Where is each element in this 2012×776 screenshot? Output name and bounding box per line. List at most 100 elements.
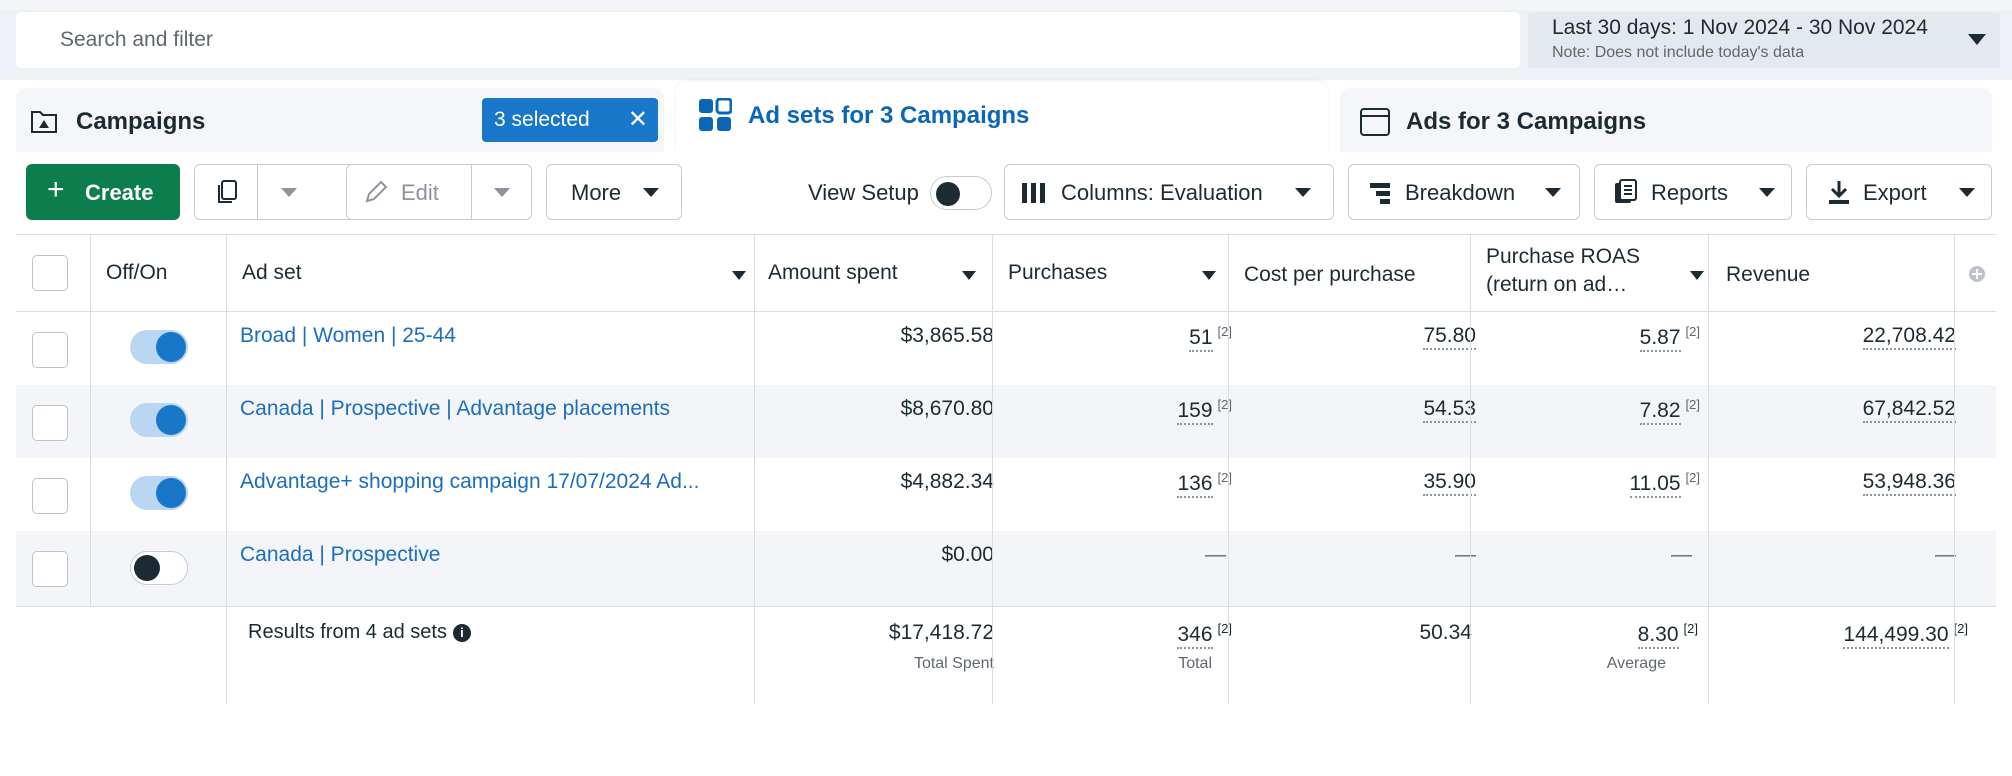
tab-adsets[interactable]: Ad sets for 3 Campaigns (676, 82, 1328, 152)
adsets-table: Off/On Ad set Amount spent Purchases Cos… (16, 234, 1996, 704)
cost-per-purchase[interactable]: 54.53 (1236, 397, 1476, 423)
purchases-value[interactable]: 159 [2] (1016, 397, 1232, 425)
create-button[interactable]: + Create (26, 164, 180, 220)
purchase-roas[interactable]: 11.05 [2] (1476, 470, 1700, 498)
search-input[interactable] (60, 24, 1460, 56)
close-icon[interactable]: ✕ (627, 106, 648, 133)
columns-button[interactable]: Columns: Evaluation (1004, 164, 1334, 220)
tab-ads[interactable]: Ads for 3 Campaigns (1340, 88, 1992, 152)
tab-campaigns[interactable]: Campaigns 3 selected ✕ (16, 88, 664, 152)
purchases-value: — (1205, 543, 1226, 566)
purchase-roas: — (1671, 543, 1692, 566)
purchase-roas[interactable]: 5.87 [2] (1476, 324, 1700, 352)
revenue-number: 53,948.36 (1862, 470, 1956, 496)
more-label: More (571, 180, 622, 205)
duplicate-button-group[interactable] (194, 164, 356, 220)
table-row[interactable]: Broad | Women | 25-44 $3,865.58 51 [2] 75… (16, 312, 1996, 385)
info-icon[interactable]: i (452, 624, 471, 642)
summary-label: Results from 4 ad sets i (248, 621, 471, 644)
divider (471, 165, 472, 219)
table-row[interactable]: Canada | Prospective | Advantage placeme… (16, 385, 1996, 458)
cpp-number: 75.80 (1423, 324, 1476, 350)
chevron-down-icon[interactable] (281, 188, 297, 197)
purchases-value[interactable]: 51 [2] (1016, 324, 1232, 352)
chevron-down-icon (1968, 34, 1986, 45)
status-toggle[interactable] (130, 330, 188, 364)
table-row[interactable]: Canada | Prospective $0.00 — — — — (16, 531, 1996, 606)
toolbar: + Create Edit More View Setup Columns: E… (0, 152, 2012, 234)
duplicate-icon[interactable] (213, 178, 241, 206)
search-box[interactable] (16, 12, 1520, 68)
column-divider (90, 234, 91, 606)
total-purchases[interactable]: 346 [2] (1016, 621, 1232, 649)
toggle-knob (156, 332, 186, 362)
date-range-picker[interactable]: Last 30 days: 1 Nov 2024 - 30 Nov 2024 N… (1528, 12, 2000, 68)
sort-icon (732, 271, 746, 280)
purchases-value[interactable]: 136 [2] (1016, 470, 1232, 498)
row-checkbox[interactable] (32, 478, 68, 514)
col-header-amount[interactable]: Amount spent (768, 261, 994, 291)
ad-window-icon (1360, 108, 1390, 136)
select-all-checkbox[interactable] (32, 255, 68, 291)
reports-button[interactable]: Reports (1594, 164, 1792, 220)
add-column-icon[interactable] (1968, 265, 1986, 283)
toggle-knob (156, 405, 186, 435)
roas-number: 5.87 (1639, 326, 1681, 352)
export-button[interactable]: Export (1806, 164, 1992, 220)
column-divider (754, 234, 755, 704)
table-row[interactable]: Advantage+ shopping campaign 17/07/2024 … (16, 458, 1996, 531)
col-header-purchases[interactable]: Purchases (1008, 261, 1218, 291)
total-revenue-number: 144,499.30 (1843, 623, 1949, 649)
download-icon (1829, 181, 1849, 204)
adset-name-link[interactable]: Canada | Prospective | Advantage placeme… (240, 397, 671, 420)
col-header-revenue: Revenue (1726, 263, 1811, 286)
revenue-value[interactable]: 22,708.42 (1716, 324, 1956, 350)
amount-spent: $3,865.58 (900, 324, 994, 347)
total-revenue[interactable]: 144,499.30 [2] (1716, 621, 1968, 649)
amount-spent: $4,882.34 (900, 470, 994, 493)
adset-name-link[interactable]: Advantage+ shopping campaign 17/07/2024 … (240, 470, 700, 493)
col-header-purchases-label: Purchases (1008, 261, 1108, 284)
status-toggle[interactable] (130, 551, 188, 585)
revenue-value[interactable]: 67,842.52 (1716, 397, 1956, 423)
tab-campaigns-label: Campaigns (76, 108, 206, 135)
col-header-cost-per-purchase[interactable]: Cost per purchase (1244, 263, 1416, 286)
row-checkbox[interactable] (32, 405, 68, 441)
footnote: [2] (1685, 470, 1700, 485)
folder-icon (31, 111, 57, 133)
cost-per-purchase[interactable]: 75.80 (1236, 324, 1476, 350)
edit-button-group[interactable]: Edit (346, 164, 532, 220)
purchases-number: 159 (1177, 399, 1213, 425)
column-divider (1708, 234, 1709, 704)
status-toggle[interactable] (130, 403, 188, 437)
roas-number: 11.05 (1629, 472, 1681, 498)
view-setup-toggle[interactable] (930, 176, 992, 210)
footnote: [2] (1217, 397, 1232, 412)
roas-number: 7.82 (1639, 399, 1681, 425)
chevron-down-icon (1545, 188, 1561, 197)
total-amount-sublabel: Total Spent (913, 655, 994, 672)
columns-icon (1022, 183, 1045, 203)
amount-spent: $8,670.80 (900, 397, 994, 420)
col-header-roas[interactable]: Purchase ROAS (return on ad… (1486, 245, 1704, 305)
row-checkbox[interactable] (32, 332, 68, 368)
col-header-adset-label: Ad set (242, 261, 302, 284)
total-roas[interactable]: 8.30 [2] (1476, 621, 1698, 649)
footnote: [2] (1685, 397, 1700, 412)
row-checkbox[interactable] (32, 551, 68, 587)
column-divider (1954, 234, 1955, 704)
grid-icon (699, 98, 732, 131)
status-toggle[interactable] (130, 476, 188, 510)
chevron-down-icon[interactable] (494, 188, 510, 197)
selected-filter-pill[interactable]: 3 selected ✕ (482, 98, 658, 142)
cpp-number: 35.90 (1423, 470, 1476, 496)
col-header-amount-label: Amount spent (768, 261, 898, 284)
col-header-adset[interactable]: Ad set (242, 261, 772, 291)
revenue-value[interactable]: 53,948.36 (1716, 470, 1956, 496)
more-button[interactable]: More (546, 164, 682, 220)
cost-per-purchase[interactable]: 35.90 (1236, 470, 1476, 496)
adset-name-link[interactable]: Canada | Prospective (240, 543, 441, 566)
adset-name-link[interactable]: Broad | Women | 25-44 (240, 324, 456, 347)
breakdown-button[interactable]: Breakdown (1348, 164, 1580, 220)
purchase-roas[interactable]: 7.82 [2] (1476, 397, 1700, 425)
